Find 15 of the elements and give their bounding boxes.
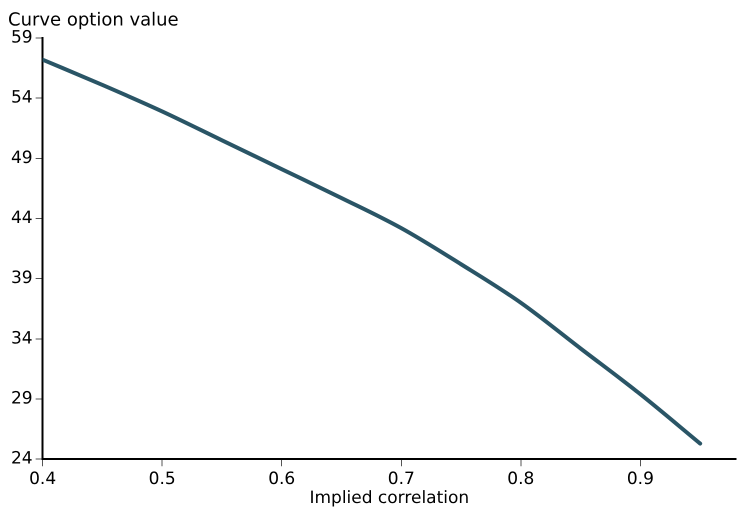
line-series	[42, 58, 702, 446]
y-tick-label: 44	[10, 208, 33, 228]
y-tick-label: 29	[10, 388, 33, 408]
y-tick-label: 49	[10, 148, 33, 168]
x-tick-label: 0.8	[507, 468, 534, 489]
x-tick-label: 0.6	[268, 468, 296, 489]
y-tick-label: 34	[10, 328, 33, 348]
y-tick-label: 24	[10, 448, 33, 469]
x-tick-label: 0.7	[388, 468, 415, 489]
y-tick-label: 39	[10, 268, 33, 288]
x-tick-label: 0.4	[29, 468, 56, 489]
y-tick-label: 54	[10, 88, 33, 108]
x-tick-label: 0.5	[148, 468, 176, 489]
x-axis-title: Implied correlation	[309, 488, 470, 508]
x-tick-label: 0.9	[626, 468, 654, 489]
